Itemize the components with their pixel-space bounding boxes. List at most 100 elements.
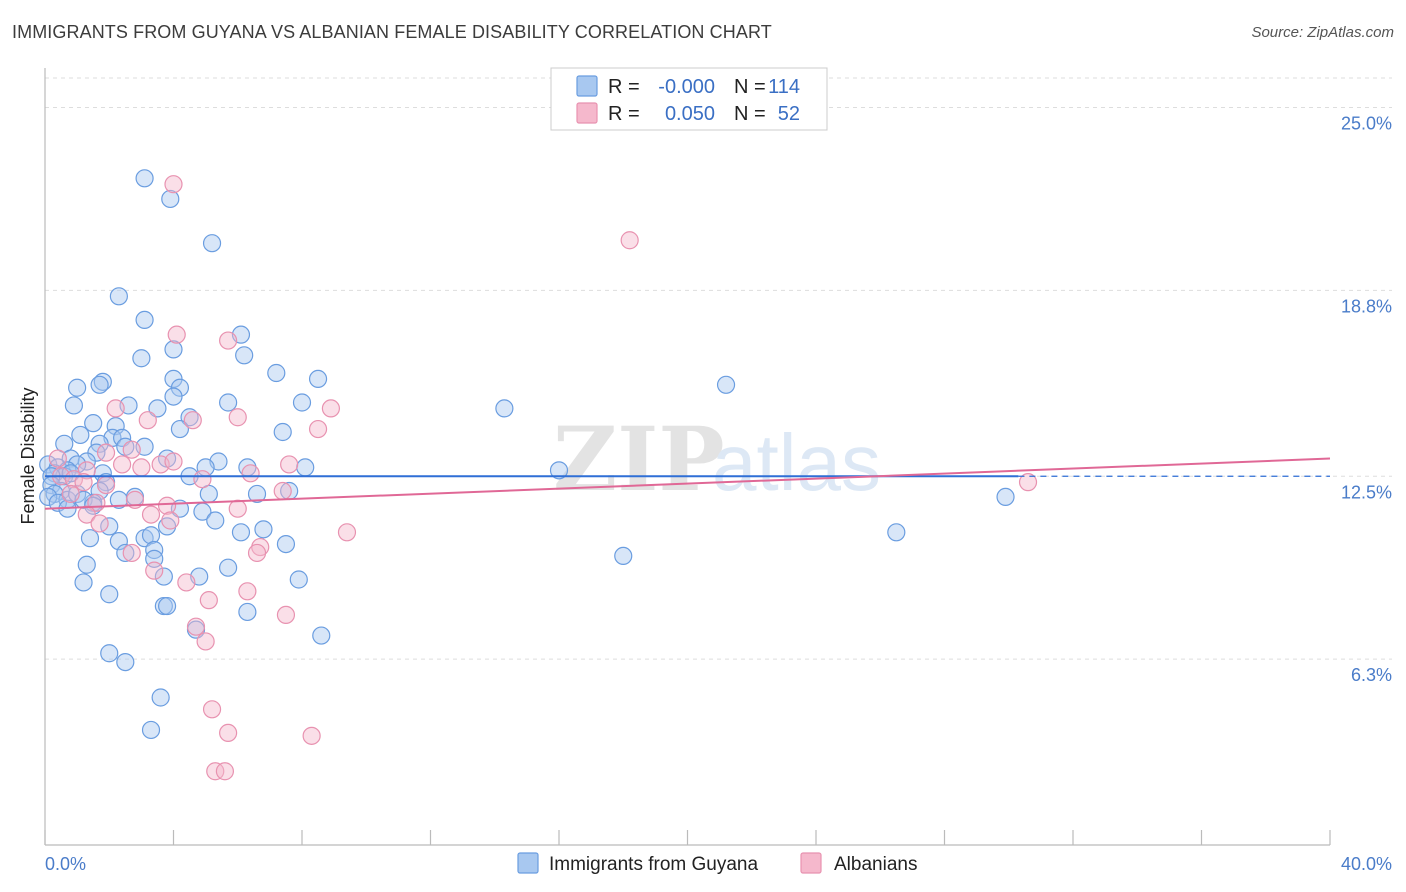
x-tick-labels: 0.0% 40.0% bbox=[45, 854, 1392, 874]
data-point-guyana bbox=[219, 393, 238, 412]
series-legend: Immigrants from Guyana Albanians bbox=[517, 852, 917, 875]
data-point-albanians bbox=[247, 543, 267, 563]
x-tick-label: 40.0% bbox=[1341, 854, 1392, 874]
data-point-guyana bbox=[296, 458, 315, 477]
data-point-guyana bbox=[276, 534, 296, 554]
data-point-guyana bbox=[135, 310, 154, 329]
data-point-albanians bbox=[273, 481, 292, 501]
data-point-albanians bbox=[141, 505, 161, 524]
data-point-guyana bbox=[202, 234, 222, 253]
data-point-albanians bbox=[167, 325, 186, 344]
data-point-albanians bbox=[90, 514, 109, 533]
data-point-guyana bbox=[141, 526, 161, 545]
data-point-guyana bbox=[267, 363, 286, 383]
data-point-albanians bbox=[321, 399, 341, 418]
legend-swatch-guyana bbox=[576, 75, 598, 97]
data-point-albanians bbox=[122, 543, 141, 563]
data-point-guyana bbox=[164, 340, 183, 359]
legend-r-label-1: R = bbox=[608, 76, 640, 98]
legend-r-value-2: 0.050 bbox=[665, 103, 715, 125]
data-point-guyana bbox=[495, 399, 514, 418]
data-point-guyana bbox=[292, 393, 312, 412]
data-point-albanians bbox=[106, 399, 125, 418]
y-tick-label: 12.5% bbox=[1341, 482, 1392, 502]
data-point-guyana bbox=[273, 422, 292, 442]
data-point-guyana bbox=[64, 396, 84, 415]
data-point-albanians bbox=[193, 470, 212, 489]
data-point-guyana bbox=[549, 461, 569, 480]
data-point-guyana bbox=[116, 652, 135, 672]
data-point-albanians bbox=[61, 484, 80, 504]
data-point-guyana bbox=[996, 487, 1015, 506]
data-point-guyana bbox=[109, 532, 128, 551]
data-point-albanians bbox=[219, 723, 238, 743]
x-tick-label: 0.0% bbox=[45, 854, 86, 874]
data-point-guyana bbox=[39, 487, 58, 506]
data-point-guyana bbox=[235, 346, 254, 365]
legend-n-value-2: 52 bbox=[778, 103, 800, 125]
data-point-guyana bbox=[154, 567, 173, 586]
watermark-atlas: atlas bbox=[712, 418, 881, 507]
trend-line-albanians bbox=[44, 457, 1331, 510]
data-point-albanians bbox=[308, 419, 328, 439]
data-point-guyana bbox=[161, 189, 180, 209]
data-point-albanians bbox=[276, 605, 296, 625]
data-point-guyana bbox=[141, 720, 161, 740]
y-axis-title: Female Disability bbox=[18, 387, 38, 524]
data-point-guyana bbox=[157, 596, 177, 616]
correlation-legend: R = -0.000 N = 114 R = 0.050 N = 52 bbox=[550, 67, 828, 131]
legend-n-value-1: 114 bbox=[768, 76, 800, 98]
data-point-guyana bbox=[312, 626, 331, 645]
data-point-guyana bbox=[180, 408, 199, 427]
data-point-albanians bbox=[199, 591, 218, 610]
data-point-albanians bbox=[164, 175, 183, 194]
data-point-guyana bbox=[254, 520, 273, 539]
legend-r-label-2: R = bbox=[608, 103, 640, 125]
data-point-albanians bbox=[145, 561, 164, 580]
data-point-albanians bbox=[157, 496, 177, 515]
data-point-guyana bbox=[219, 558, 238, 577]
data-point-albanians bbox=[122, 440, 141, 459]
data-point-albanians bbox=[228, 499, 247, 518]
series-guyana-points bbox=[39, 169, 1015, 740]
data-point-albanians bbox=[241, 464, 260, 483]
data-point-guyana bbox=[132, 349, 151, 368]
data-point-guyana bbox=[100, 585, 119, 604]
bottom-legend-swatch-guyana[interactable] bbox=[517, 852, 539, 874]
y-tick-label: 25.0% bbox=[1341, 114, 1392, 134]
data-point-guyana bbox=[93, 372, 112, 391]
data-point-guyana bbox=[84, 414, 103, 433]
legend-n-label-2: N = bbox=[734, 103, 766, 125]
data-point-albanians bbox=[206, 762, 225, 781]
data-point-guyana bbox=[148, 399, 167, 418]
series-albanians-points bbox=[48, 175, 1038, 781]
data-point-guyana bbox=[887, 523, 906, 542]
trend-lines bbox=[44, 457, 1331, 510]
data-point-guyana bbox=[106, 417, 125, 436]
data-point-albanians bbox=[183, 411, 202, 430]
data-point-albanians bbox=[132, 458, 151, 477]
data-point-guyana bbox=[109, 287, 128, 306]
legend-r-value-1: -0.000 bbox=[658, 76, 715, 98]
bottom-legend-label-guyana[interactable]: Immigrants from Guyana bbox=[549, 854, 758, 875]
data-point-albanians bbox=[620, 231, 639, 250]
data-point-guyana bbox=[90, 375, 109, 394]
gridlines bbox=[45, 77, 1392, 660]
data-point-albanians bbox=[186, 617, 206, 636]
data-point-guyana bbox=[614, 546, 633, 566]
data-point-albanians bbox=[77, 461, 96, 480]
data-point-guyana bbox=[80, 529, 100, 548]
data-point-albanians bbox=[74, 473, 93, 492]
data-point-albanians bbox=[202, 700, 222, 719]
data-point-albanians bbox=[337, 523, 357, 542]
data-point-albanians bbox=[302, 726, 321, 745]
data-point-guyana bbox=[71, 425, 90, 445]
bottom-legend-swatch-albanians[interactable] bbox=[800, 852, 822, 874]
data-point-guyana bbox=[206, 511, 225, 530]
data-point-guyana bbox=[247, 484, 267, 504]
data-point-guyana bbox=[151, 688, 170, 707]
bottom-legend-label-albanians[interactable]: Albanians bbox=[834, 854, 917, 875]
y-tick-labels: 6.3% 12.5% 18.8% 25.0% bbox=[1341, 114, 1392, 686]
data-point-guyana bbox=[77, 555, 96, 574]
